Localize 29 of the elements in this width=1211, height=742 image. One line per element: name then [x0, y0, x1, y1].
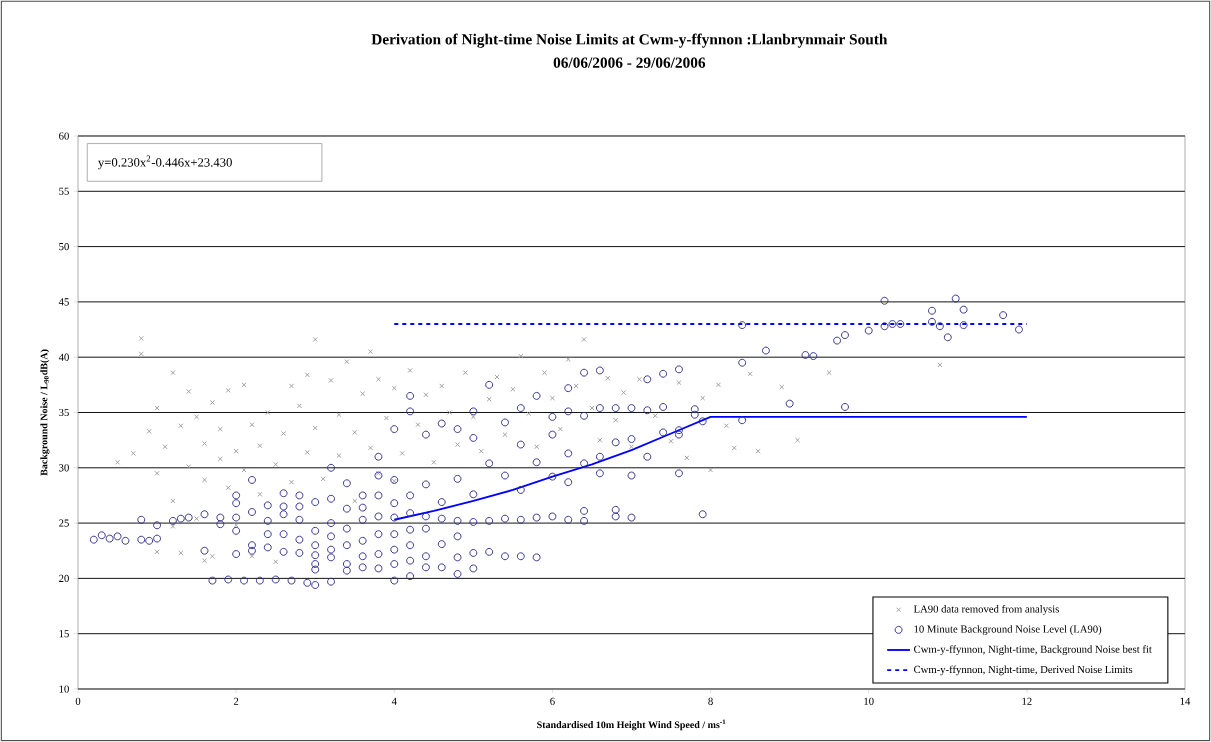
y-tick-label: 20: [59, 574, 69, 582]
y-tick-label: 15: [59, 630, 69, 638]
legend-label: Cwm-y-ffynnon, Night-time, Background Noise best fit: [914, 645, 1152, 656]
y-tick-label: 55: [59, 187, 69, 195]
x-tick-label: 2: [233, 697, 239, 705]
legend-label: Cwm-y-ffynnon, Night-time, Derived Noise Limits: [914, 665, 1133, 676]
annotation: y=0.230x$^{2}$-0.446x+23.430: [98, 155, 232, 170]
x-tick-label: 8: [708, 697, 713, 705]
chart-title: Derivation of Night-time Noise Limits at Cwm-y-ffynnon :Llanbrynmair South: [371, 33, 888, 48]
y-tick-label: 30: [59, 464, 69, 472]
y-tick-label: 35: [59, 408, 69, 417]
x-tick-label: 12: [1022, 697, 1032, 705]
legend-label: LA90 data removed from analysis: [913, 605, 1059, 615]
y-tick-label: 50: [59, 243, 69, 251]
x-tick-label: 14: [1180, 697, 1191, 705]
x-tick-label: 10: [864, 697, 874, 705]
y-tick-label: 10: [59, 685, 69, 693]
x-tick-label: 6: [550, 697, 555, 705]
y-axis-title: Background Noise / L$_{90}$dB(A): [40, 349, 50, 476]
legend-label: 10 Minute Background Noise Level (LA90): [914, 625, 1102, 635]
y-tick-label: 25: [59, 519, 69, 527]
y-tick-label: 60: [59, 132, 69, 140]
x-axis-title: Standardised 10m Height Wind Speed / ms$^{-1}$: [537, 719, 726, 731]
x-tick-label: 4: [391, 697, 397, 705]
line-series: [393, 415, 1028, 521]
y-tick-label: 40: [58, 353, 69, 361]
x-tick-label: 0: [75, 697, 81, 705]
chart-subtitle: 06/06/2006 - 29/06/2006: [553, 57, 706, 68]
y-tick-label: 45: [58, 298, 69, 306]
